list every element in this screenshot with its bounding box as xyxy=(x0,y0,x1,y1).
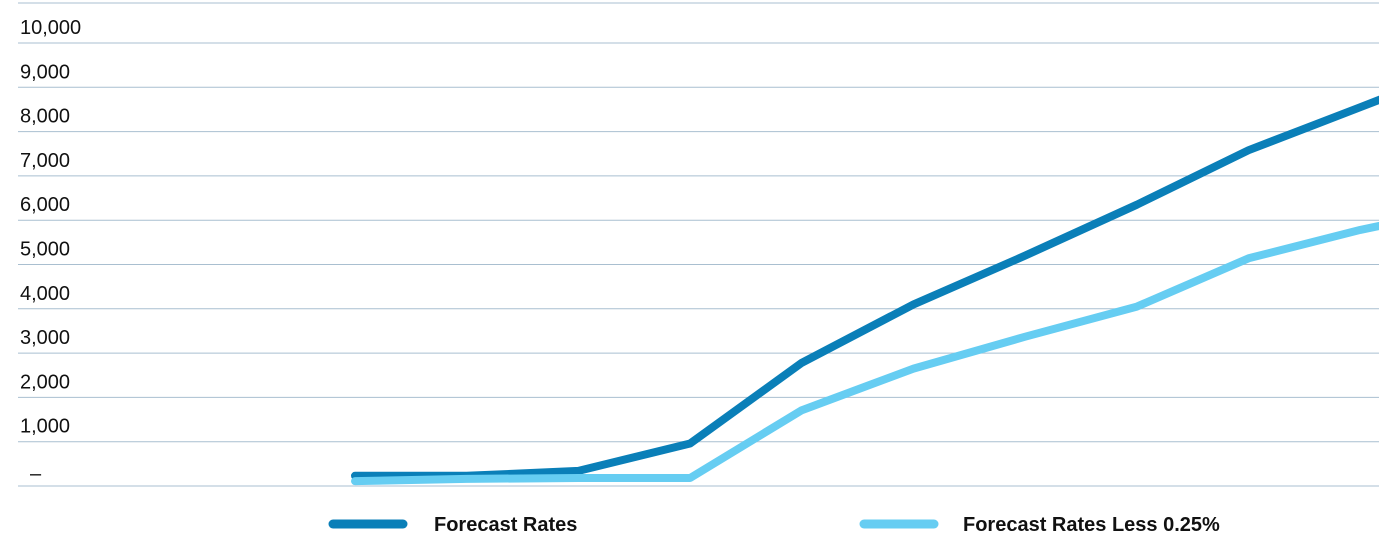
series-line-1 xyxy=(351,95,1379,480)
y-tick-label: 8,000 xyxy=(20,106,70,128)
series-lines xyxy=(351,95,1379,486)
y-tick-label: 10,000 xyxy=(20,17,81,39)
y-tick-label: 4,000 xyxy=(20,283,70,305)
legend-label-1: Forecast Rates xyxy=(434,514,577,536)
legend: Forecast Rates Forecast Rates Less 0.25% xyxy=(328,514,1220,536)
y-axis-ticks: – 1,000 2,000 3,000 4,000 5,000 6,000 7,000 8,00… xyxy=(20,17,81,485)
y-tick-label: 7,000 xyxy=(20,150,70,172)
y-tick-label: 5,000 xyxy=(20,239,70,261)
y-tick-label: 2,000 xyxy=(20,371,70,393)
y-tick-label: – xyxy=(30,463,42,485)
y-tick-label: 9,000 xyxy=(20,61,70,83)
series-line-2 xyxy=(351,221,1379,486)
y-tick-label: 6,000 xyxy=(20,194,70,216)
gridlines xyxy=(18,2,1379,487)
y-tick-label: 3,000 xyxy=(20,327,70,349)
y-tick-label: 1,000 xyxy=(20,416,70,438)
legend-label-2: Forecast Rates Less 0.25% xyxy=(963,514,1220,536)
